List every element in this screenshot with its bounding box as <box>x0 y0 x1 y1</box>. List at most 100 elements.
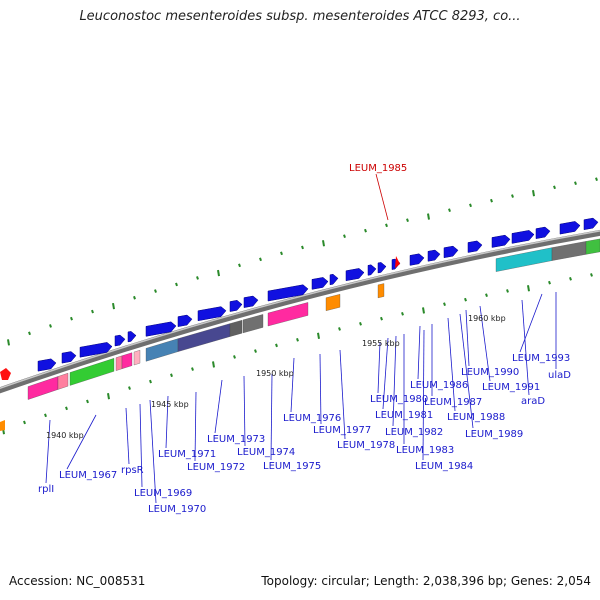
gene-arrow[interactable] <box>229 300 243 312</box>
gene-label[interactable]: LEUM_1973 <box>207 434 265 445</box>
gene-label[interactable]: LEUM_1988 <box>447 412 505 423</box>
gene-label[interactable]: ulaD <box>548 370 571 381</box>
feature-block[interactable] <box>121 352 133 369</box>
gene-arrow[interactable] <box>559 221 581 235</box>
gene-label[interactable]: LEUM_1970 <box>148 504 206 515</box>
tick-mark <box>107 393 110 400</box>
gene-label[interactable]: LEUM_1987 <box>424 397 482 408</box>
tick-mark <box>595 177 598 181</box>
gene-label[interactable]: araD <box>521 396 545 407</box>
tick-mark <box>485 293 488 298</box>
feature-block[interactable] <box>585 238 600 255</box>
gene-arrow[interactable] <box>177 314 193 327</box>
leader-line <box>459 313 474 429</box>
gene-arrow[interactable] <box>535 226 551 239</box>
tick-mark <box>70 316 73 321</box>
tick-mark <box>322 240 325 247</box>
feature-track[interactable] <box>0 217 600 431</box>
tick-mark <box>154 289 157 293</box>
leader-line <box>417 325 421 380</box>
tick-mark <box>506 289 509 293</box>
leader-line <box>521 299 530 396</box>
feature-block[interactable] <box>0 420 5 431</box>
gene-arrow[interactable] <box>443 245 459 259</box>
gene-label[interactable]: LEUM_1983 <box>396 445 454 456</box>
tick-mark <box>233 355 236 359</box>
highlighted-gene[interactable]: LEUM_1985 <box>349 163 407 268</box>
gene-label[interactable]: LEUM_1980 <box>370 394 428 405</box>
gene-label[interactable]: LEUM_1993 <box>512 353 570 364</box>
gene-arrow[interactable] <box>427 249 441 262</box>
tick-mark <box>275 343 278 348</box>
lower-tick-track <box>2 273 593 435</box>
gene-arrow[interactable] <box>61 351 77 364</box>
tick-mark <box>553 185 556 190</box>
gene-label[interactable]: LEUM_1986 <box>410 380 468 391</box>
feature-block[interactable] <box>57 372 69 390</box>
gene-label[interactable]: LEUM_1989 <box>465 429 523 440</box>
gene-labels[interactable]: rplI LEUM_1967 rpsR LEUM_1969 LEUM_1970 LEUM_… <box>38 353 571 515</box>
gene-label[interactable]: LEUM_1971 <box>158 449 216 460</box>
gene-label[interactable]: LEUM_1990 <box>461 367 519 378</box>
feature-block[interactable] <box>115 355 123 371</box>
gene-label[interactable]: LEUM_1969 <box>134 488 192 499</box>
feature-block[interactable] <box>377 283 385 299</box>
tick-mark <box>28 331 31 336</box>
tick-mark <box>406 218 409 222</box>
feature-block[interactable] <box>242 314 264 334</box>
gene-label[interactable]: LEUM_1974 <box>237 447 295 458</box>
gene-label[interactable]: LEUM_1972 <box>187 462 245 473</box>
gene-arrow[interactable] <box>243 295 259 308</box>
gene-arrow[interactable] <box>329 273 339 286</box>
gene-arrow[interactable] <box>145 321 177 337</box>
tick-mark <box>44 413 47 418</box>
tick-mark <box>364 228 367 233</box>
gene-arrow[interactable] <box>367 264 377 276</box>
feature-block[interactable] <box>133 349 141 366</box>
gene-arrow[interactable] <box>127 331 137 343</box>
tick-mark <box>301 245 304 250</box>
gene-arrow[interactable] <box>37 358 57 372</box>
leader-line <box>45 419 51 484</box>
gene-label[interactable]: rplI <box>38 484 54 495</box>
feature-block[interactable] <box>267 302 309 327</box>
gene-arrow[interactable] <box>79 342 113 358</box>
gene-arrow[interactable] <box>197 306 227 322</box>
tick-mark <box>401 311 404 316</box>
feature-block[interactable] <box>551 241 587 261</box>
gene-arrow[interactable] <box>511 230 535 244</box>
gene-arrow[interactable] <box>377 262 387 274</box>
gene-label[interactable]: LEUM_1967 <box>59 470 117 481</box>
gene-arrow[interactable] <box>345 268 365 282</box>
gene-label[interactable]: LEUM_1982 <box>385 427 443 438</box>
gene-label[interactable]: LEUM_1977 <box>313 425 371 436</box>
gene-label[interactable]: LEUM_1984 <box>415 461 473 472</box>
tick-mark <box>7 339 10 346</box>
tick-mark <box>532 189 535 197</box>
gene-label[interactable]: rpsR <box>121 465 144 476</box>
leader-line <box>270 373 273 461</box>
tick-mark <box>422 307 425 314</box>
gene-arrow[interactable] <box>311 277 329 290</box>
gene-arrow[interactable] <box>491 234 511 248</box>
feature-block[interactable] <box>325 294 341 311</box>
tick-mark <box>317 332 320 339</box>
gene-label[interactable]: LEUM_1976 <box>283 413 341 424</box>
gene-label[interactable]: LEUM_1981 <box>375 410 433 421</box>
leader-line <box>339 349 346 440</box>
gene-arrow[interactable] <box>409 253 425 266</box>
feature-block[interactable] <box>229 320 243 337</box>
gene-arrow[interactable] <box>267 284 309 302</box>
leader-line <box>214 379 223 434</box>
tick-mark <box>343 234 346 238</box>
feature-block[interactable] <box>69 358 115 386</box>
gene-arrow[interactable] <box>467 240 483 253</box>
gene-label[interactable]: LEUM_1975 <box>263 461 321 472</box>
gene-arrow[interactable] <box>114 334 126 347</box>
gene-label[interactable]: LEUM_1978 <box>337 440 395 451</box>
tick-mark <box>133 295 136 300</box>
gene-label[interactable]: LEUM_1991 <box>482 382 540 393</box>
gene-arrow[interactable] <box>583 217 599 231</box>
highlight-label[interactable]: LEUM_1985 <box>349 163 407 174</box>
